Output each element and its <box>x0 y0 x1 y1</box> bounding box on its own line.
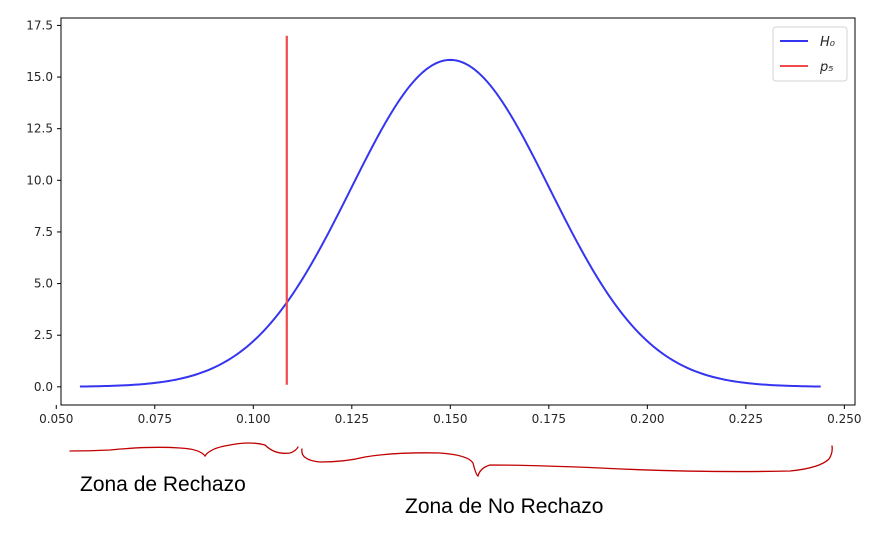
x-tick-label: 0.200 <box>630 412 664 426</box>
x-tick-label: 0.125 <box>335 412 369 426</box>
x-tick-label: 0.225 <box>729 412 763 426</box>
no-reject-zone-brace <box>301 445 833 477</box>
legend-label-p5: p₅ <box>819 60 833 75</box>
series-layer <box>79 35 821 388</box>
y-tick-label: 7.5 <box>34 225 53 239</box>
y-tick-label: 2.5 <box>34 328 53 342</box>
zone-braces <box>69 442 833 477</box>
no-reject-zone-label: Zona de No Rechazo <box>405 495 604 518</box>
y-tick-label: 10.0 <box>26 173 53 187</box>
x-tick-label: 0.075 <box>138 412 172 426</box>
x-tick-label: 0.175 <box>532 412 566 426</box>
plot-area <box>60 17 856 406</box>
x-tick-label: 0.050 <box>39 412 73 426</box>
legend: H₀ p₅ <box>772 26 848 82</box>
y-axis-ticks: 0.0 2.5 5.0 7.5 10.0 12.5 15.0 17.5 <box>26 18 61 394</box>
x-tick-label: 0.150 <box>433 412 467 426</box>
x-tick-label: 0.250 <box>827 412 861 426</box>
reject-zone-label: Zona de Rechazo <box>80 473 246 496</box>
x-tick-label: 0.100 <box>236 412 270 426</box>
y-tick-label: 5.0 <box>34 277 53 291</box>
y-tick-label: 0.0 <box>34 380 53 394</box>
series-line-h0 <box>79 58 821 388</box>
y-tick-label: 15.0 <box>26 70 53 84</box>
y-tick-label: 17.5 <box>26 18 53 32</box>
y-tick-label: 12.5 <box>26 122 53 136</box>
legend-label-h0: H₀ <box>820 35 836 50</box>
legend-box <box>772 26 848 82</box>
reject-zone-brace <box>69 442 299 458</box>
x-axis-ticks: 0.050 0.075 0.100 0.125 0.150 0.175 0.200 0.225… <box>39 405 862 426</box>
